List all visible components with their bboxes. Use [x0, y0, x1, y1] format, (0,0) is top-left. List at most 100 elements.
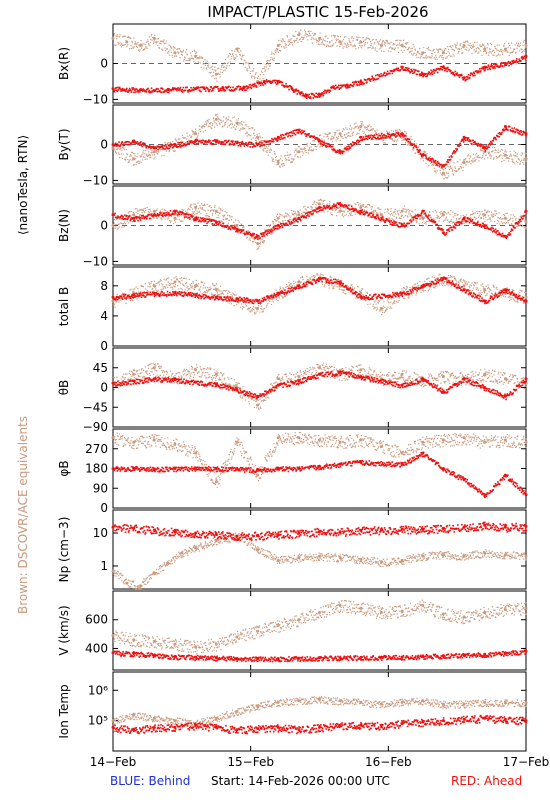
- brown-data-dot: [393, 140, 394, 141]
- brown-data-dot: [157, 45, 158, 46]
- ahead-data-dot: [136, 218, 138, 220]
- brown-data-dot: [476, 218, 477, 219]
- ahead-data-dot: [350, 147, 352, 149]
- brown-data-dot: [332, 141, 333, 142]
- brown-data-dot: [352, 36, 353, 37]
- brown-data-dot: [289, 219, 290, 220]
- ahead-data-dot: [275, 82, 277, 84]
- brown-data-dot: [190, 53, 191, 54]
- ahead-data-dot: [371, 212, 373, 214]
- brown-data-dot: [429, 49, 430, 50]
- brown-data-point: [463, 44, 466, 47]
- ahead-data-dot: [182, 91, 184, 93]
- brown-data-dot: [334, 135, 335, 136]
- brown-data-dot: [516, 226, 517, 227]
- brown-data-dot: [205, 121, 206, 122]
- brown-data-dot: [227, 57, 228, 58]
- brown-data-dot: [176, 144, 177, 145]
- brown-data-point: [277, 217, 280, 220]
- brown-data-dot: [259, 133, 260, 134]
- brown-data-dot: [216, 81, 217, 82]
- ahead-data-dot: [382, 216, 384, 218]
- brown-data-dot: [178, 53, 179, 54]
- brown-data-dot: [131, 160, 132, 161]
- ahead-data-dot: [493, 63, 495, 65]
- brown-data-dot: [451, 47, 452, 48]
- brown-data-dot: [400, 131, 401, 132]
- brown-data-dot: [290, 154, 291, 155]
- brown-data-dot: [499, 44, 500, 45]
- brown-data-dot: [136, 212, 137, 213]
- ahead-data-dot: [455, 71, 457, 73]
- brown-data-dot: [411, 51, 412, 52]
- brown-data-dot: [162, 50, 163, 51]
- brown-data-dot: [220, 72, 221, 73]
- ahead-data-dot: [432, 70, 434, 72]
- brown-data-dot: [315, 204, 316, 205]
- ahead-data-dot: [280, 134, 282, 136]
- ahead-data-dot: [187, 141, 189, 143]
- brown-data-dot: [475, 160, 476, 161]
- brown-data-dot: [191, 55, 192, 56]
- brown-data-dot: [295, 154, 296, 155]
- brown-data-dot: [394, 211, 395, 212]
- brown-data-dot: [348, 46, 349, 47]
- brown-data-point: [339, 210, 342, 213]
- brown-data-dot: [194, 51, 195, 52]
- brown-data-dot: [325, 205, 326, 206]
- brown-data-dot: [236, 120, 237, 121]
- brown-data-dot: [133, 37, 134, 38]
- brown-data-dot: [267, 150, 268, 151]
- brown-data-dot: [135, 208, 136, 209]
- brown-data-dot: [496, 156, 497, 157]
- brown-data-dot: [370, 45, 371, 46]
- brown-data-dot: [327, 211, 328, 212]
- ahead-data-dot: [225, 90, 227, 92]
- brown-data-dot: [521, 160, 522, 161]
- brown-data-dot: [271, 54, 272, 55]
- brown-data-dot: [238, 118, 239, 119]
- brown-data-dot: [193, 131, 194, 132]
- y-tick-label: −10: [83, 254, 108, 268]
- brown-data-dot: [431, 57, 432, 58]
- brown-data-dot: [314, 141, 315, 142]
- brown-data-dot: [490, 154, 491, 155]
- ahead-data-dot: [245, 89, 247, 91]
- brown-data-dot: [509, 224, 510, 225]
- ahead-data-dot: [251, 142, 253, 144]
- ahead-data-dot: [396, 222, 398, 224]
- brown-data-dot: [256, 72, 257, 73]
- brown-data-dot: [284, 48, 285, 49]
- ahead-data-dot: [206, 223, 208, 225]
- ahead-data-point: [235, 228, 238, 231]
- brown-data-dot: [258, 247, 259, 248]
- ahead-data-dot: [454, 75, 456, 77]
- brown-data-dot: [389, 43, 390, 44]
- ahead-data-dot: [140, 217, 142, 219]
- brown-data-dot: [172, 141, 173, 142]
- ahead-data-dot: [409, 138, 411, 140]
- brown-data-dot: [513, 214, 514, 215]
- ahead-data-dot: [389, 73, 391, 75]
- brown-data-dot: [440, 49, 441, 50]
- ahead-data-dot: [469, 222, 471, 224]
- brown-data-dot: [151, 34, 152, 35]
- ahead-data-dot: [467, 220, 469, 222]
- ahead-data-dot: [181, 89, 183, 91]
- brown-data-dot: [342, 136, 343, 137]
- brown-data-dot: [187, 136, 188, 137]
- brown-data-dot: [242, 127, 243, 128]
- ahead-data-dot: [243, 145, 245, 147]
- brown-data-dot: [508, 222, 509, 223]
- brown-data-dot: [323, 39, 324, 40]
- brown-data-dot: [136, 208, 137, 209]
- brown-data-dot: [264, 148, 265, 149]
- brown-data-dot: [506, 222, 507, 223]
- brown-data-dot: [315, 38, 316, 39]
- ahead-data-dot: [125, 218, 127, 220]
- brown-data-dot: [214, 127, 215, 128]
- ahead-data-dot: [239, 142, 241, 144]
- brown-data-dot: [197, 138, 198, 139]
- brown-data-dot: [291, 158, 292, 159]
- brown-data-dot: [313, 149, 314, 150]
